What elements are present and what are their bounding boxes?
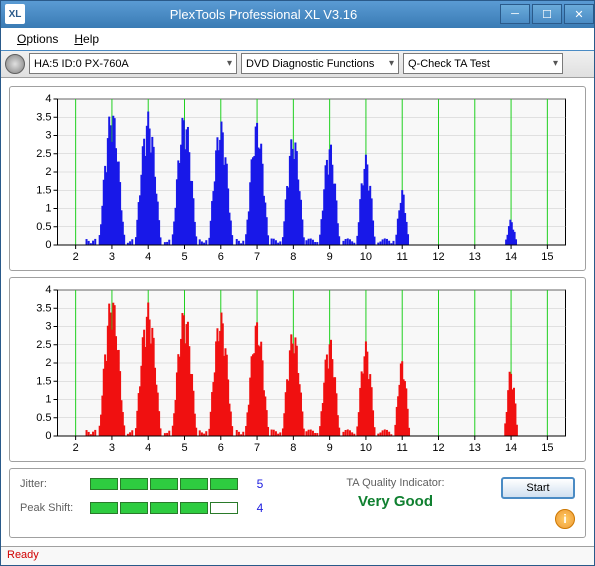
chart-panel-bottom: 0 0.5 1 1.5 2 2.5 3 3.5 4 2 3 4 5 6 7 8 9 10 11 12 13 14 15 — [9, 277, 586, 462]
svg-text:10: 10 — [360, 251, 372, 263]
svg-text:0.5: 0.5 — [36, 220, 51, 232]
svg-text:1.5: 1.5 — [36, 184, 51, 196]
toolbar: HA:5 ID:0 PX-760A DVD Diagnostic Functio… — [1, 51, 594, 78]
svg-text:7: 7 — [254, 251, 260, 263]
svg-text:14: 14 — [505, 442, 517, 454]
svg-text:4: 4 — [45, 93, 51, 105]
quality-indicator: TA Quality Indicator: Very Good — [290, 477, 501, 510]
svg-text:0: 0 — [45, 430, 51, 442]
titlebar: XL PlexTools Professional XL V3.16 ─ ☐ ✕ — [1, 1, 594, 28]
quality-label: TA Quality Indicator: — [346, 477, 444, 489]
peakshift-label: Peak Shift: — [20, 502, 90, 514]
app-icon: XL — [5, 4, 25, 24]
svg-text:3.5: 3.5 — [36, 111, 51, 123]
chart-panel-top: 0 0.5 1 1.5 2 2.5 3 3.5 4 2 3 4 5 6 7 8 9 10 11 12 13 14 15 — [9, 86, 586, 271]
svg-text:5: 5 — [181, 442, 187, 454]
svg-text:14: 14 — [505, 251, 517, 263]
svg-text:1: 1 — [45, 393, 51, 405]
jitter-blocks — [90, 478, 250, 490]
ta-chart-top: 0 0.5 1 1.5 2 2.5 3 3.5 4 2 3 4 5 6 7 8 9 10 11 12 13 14 15 — [18, 93, 577, 265]
quality-value: Very Good — [358, 493, 433, 510]
quality-block — [90, 478, 118, 490]
svg-text:2.5: 2.5 — [36, 147, 51, 159]
quality-block — [180, 502, 208, 514]
svg-text:15: 15 — [541, 442, 553, 454]
svg-text:2: 2 — [45, 357, 51, 369]
quality-block — [120, 478, 148, 490]
disc-icon — [5, 54, 25, 74]
svg-text:13: 13 — [469, 442, 481, 454]
svg-text:11: 11 — [397, 442, 408, 454]
svg-text:4: 4 — [145, 442, 151, 454]
start-button[interactable]: Start — [501, 477, 575, 499]
metrics-panel: Jitter: 5 Peak Shift: 4 TA Quality Indic… — [9, 468, 586, 538]
window-title: PlexTools Professional XL V3.16 — [29, 7, 498, 22]
peakshift-blocks — [90, 502, 250, 514]
quality-block — [210, 502, 238, 514]
maximize-button[interactable]: ☐ — [532, 4, 562, 24]
svg-text:4: 4 — [145, 251, 151, 263]
svg-text:7: 7 — [254, 442, 260, 454]
close-button[interactable]: ✕ — [564, 4, 594, 24]
svg-text:0: 0 — [45, 239, 51, 251]
svg-text:0.5: 0.5 — [36, 411, 51, 423]
test-select[interactable]: Q-Check TA Test — [403, 53, 563, 74]
minimize-button[interactable]: ─ — [500, 4, 530, 24]
menu-help[interactable]: Help — [66, 30, 107, 48]
quality-block — [150, 502, 178, 514]
svg-text:9: 9 — [327, 251, 333, 263]
content-area: 00.511.522.533.5423456789101112131415 00… — [1, 78, 594, 546]
svg-text:13: 13 — [469, 251, 481, 263]
quality-block — [90, 502, 118, 514]
svg-text:2: 2 — [45, 166, 51, 178]
svg-text:4: 4 — [45, 284, 51, 296]
svg-text:3: 3 — [45, 320, 51, 332]
svg-text:8: 8 — [290, 251, 296, 263]
quality-block — [210, 478, 238, 490]
statusbar: Ready — [1, 546, 594, 565]
svg-text:3: 3 — [45, 129, 51, 141]
quality-block — [150, 478, 178, 490]
jitter-label: Jitter: — [20, 478, 90, 490]
svg-text:8: 8 — [290, 442, 296, 454]
svg-text:2: 2 — [73, 251, 79, 263]
svg-text:10: 10 — [360, 442, 372, 454]
svg-text:6: 6 — [218, 442, 224, 454]
ta-chart-bottom: 0 0.5 1 1.5 2 2.5 3 3.5 4 2 3 4 5 6 7 8 9 10 11 12 13 14 15 — [18, 284, 577, 456]
app-window: XL PlexTools Professional XL V3.16 ─ ☐ ✕… — [0, 0, 595, 566]
svg-text:15: 15 — [541, 251, 553, 263]
svg-text:1: 1 — [45, 202, 51, 214]
quality-block — [120, 502, 148, 514]
svg-text:3: 3 — [109, 251, 115, 263]
svg-text:3: 3 — [109, 442, 115, 454]
svg-text:2: 2 — [73, 442, 79, 454]
svg-text:3.5: 3.5 — [36, 302, 51, 314]
menu-options[interactable]: Options — [9, 30, 66, 48]
drive-select[interactable]: HA:5 ID:0 PX-760A — [29, 53, 237, 74]
peakshift-value: 4 — [250, 501, 270, 515]
svg-text:12: 12 — [432, 251, 444, 263]
svg-text:11: 11 — [397, 251, 408, 263]
quality-block — [180, 478, 208, 490]
jitter-value: 5 — [250, 477, 270, 491]
svg-text:5: 5 — [181, 251, 187, 263]
svg-text:6: 6 — [218, 251, 224, 263]
svg-text:12: 12 — [432, 442, 444, 454]
function-select[interactable]: DVD Diagnostic Functions — [241, 53, 399, 74]
svg-text:1.5: 1.5 — [36, 375, 51, 387]
svg-text:2.5: 2.5 — [36, 338, 51, 350]
menubar: Options Help — [1, 28, 594, 51]
svg-text:9: 9 — [327, 442, 333, 454]
help-icon[interactable]: i — [555, 509, 575, 529]
